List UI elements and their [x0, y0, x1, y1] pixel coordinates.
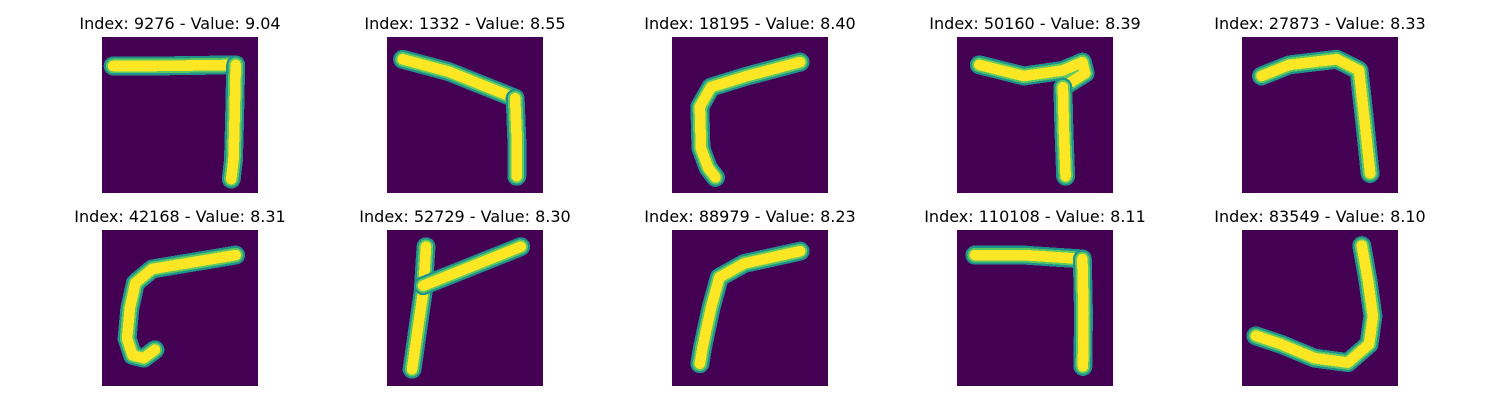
digit-stroke	[694, 56, 806, 183]
digit-panel: Index: 1332 - Value: 8.55	[345, 13, 585, 193]
digit-image	[957, 37, 1113, 193]
digit-stroke	[121, 249, 242, 364]
digit-panel: Index: 42168 - Value: 8.31	[60, 206, 300, 386]
digit-panel: Index: 52729 - Value: 8.30	[345, 206, 585, 386]
digit-panel: Index: 50160 - Value: 8.39	[915, 13, 1155, 193]
digit-image	[102, 37, 258, 193]
digit-image	[1242, 37, 1398, 193]
panel-title: Index: 50160 - Value: 8.39	[929, 14, 1141, 33]
digit-stroke	[969, 249, 1088, 265]
digit-image	[672, 37, 828, 193]
digit-stroke	[1250, 240, 1379, 368]
digit-image	[957, 230, 1113, 386]
digit-stroke	[1057, 81, 1071, 182]
digit-panel: Index: 9276 - Value: 9.04	[60, 13, 300, 193]
digit-stroke	[973, 56, 1091, 93]
digit-stroke	[107, 59, 242, 72]
panel-title: Index: 18195 - Value: 8.40	[644, 14, 856, 33]
digit-image	[102, 230, 258, 386]
panel-title: Index: 1332 - Value: 8.55	[364, 14, 566, 33]
digit-stroke	[509, 92, 523, 182]
digit-stroke	[406, 241, 432, 375]
digit-stroke	[1256, 53, 1376, 179]
digit-stroke	[397, 53, 521, 104]
digit-stroke	[694, 245, 806, 370]
digit-panel: Index: 110108 - Value: 8.11	[915, 206, 1155, 386]
panel-title: Index: 52729 - Value: 8.30	[359, 207, 571, 226]
digit-stroke	[225, 59, 242, 185]
digit-panel: Index: 18195 - Value: 8.40	[630, 13, 870, 193]
digit-image	[387, 37, 543, 193]
panel-title: Index: 83549 - Value: 8.10	[1214, 207, 1426, 226]
digit-image	[387, 230, 543, 386]
panel-title: Index: 88979 - Value: 8.23	[644, 207, 856, 226]
panel-title: Index: 42168 - Value: 8.31	[74, 207, 286, 226]
digit-stroke	[417, 241, 527, 292]
panel-title: Index: 9276 - Value: 9.04	[79, 14, 281, 33]
digit-image	[672, 230, 828, 386]
digit-panel: Index: 83549 - Value: 8.10	[1200, 206, 1440, 386]
digit-stroke	[1077, 253, 1089, 372]
panel-title: Index: 110108 - Value: 8.11	[924, 207, 1146, 226]
panel-title: Index: 27873 - Value: 8.33	[1214, 14, 1426, 33]
digit-image	[1242, 230, 1398, 386]
digit-panel: Index: 27873 - Value: 8.33	[1200, 13, 1440, 193]
digit-panel: Index: 88979 - Value: 8.23	[630, 206, 870, 386]
